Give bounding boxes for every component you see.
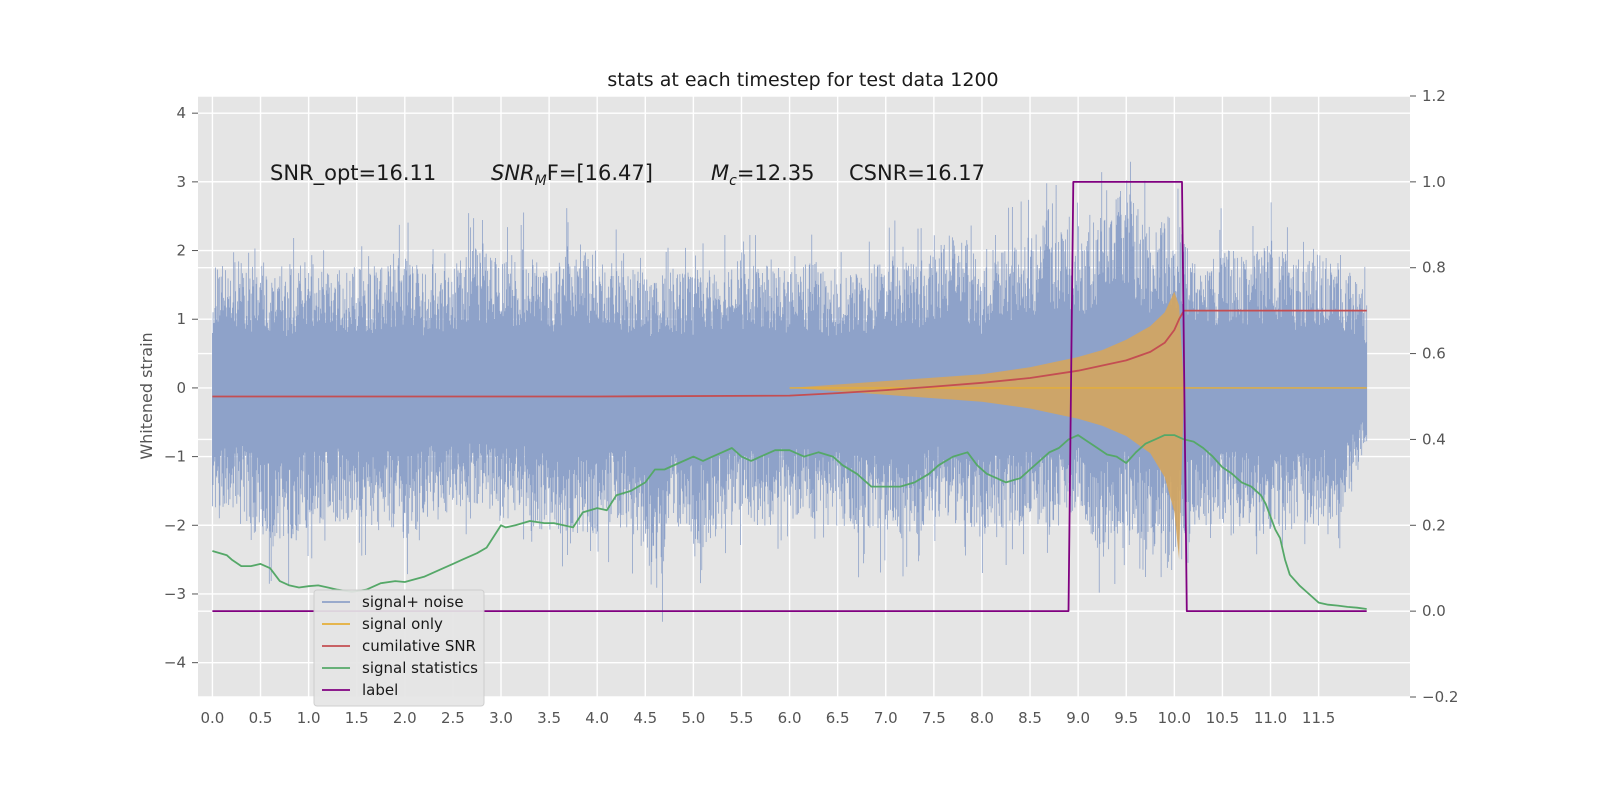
x-axis-ticks: 0.0 0.5 1.0 1.5 2.0 2.5 3.0 3.5 4.0 4.5 5.0 5.5 6.0 6… bbox=[200, 709, 1335, 727]
x-tick-label: 7.5 bbox=[922, 709, 946, 727]
x-tick-label: 11.0 bbox=[1254, 709, 1287, 727]
annotation-mc-sub: c bbox=[729, 173, 737, 189]
signal-only-fill bbox=[789, 291, 1367, 560]
x-tick-label: 4.0 bbox=[585, 709, 609, 727]
legend-label-cumilative-snr: cumilative SNR bbox=[362, 637, 476, 655]
y-axis-right-ticks: 1.2 1.0 0.8 0.6 0.4 0.2 0.0 −0.2 bbox=[1410, 87, 1458, 706]
y-left-tick-label: 3 bbox=[176, 173, 186, 191]
annotation-snr-mf: SNRMF=[16.47] bbox=[491, 161, 653, 189]
x-tick-label: 1.5 bbox=[345, 709, 369, 727]
legend-label-signal-noise: signal+ noise bbox=[362, 593, 464, 611]
annotation-snr-mf-main: SNR bbox=[491, 161, 535, 185]
annotation-csnr: CSNR=16.17 bbox=[849, 161, 985, 185]
x-tick-label: 2.0 bbox=[393, 709, 417, 727]
annotation-mc: Mc=12.35 bbox=[711, 161, 815, 189]
x-tick-label: 2.5 bbox=[441, 709, 465, 727]
series-lines bbox=[212, 181, 1367, 612]
x-tick-label: 0.0 bbox=[200, 709, 224, 727]
y-right-tick-label: 0.6 bbox=[1422, 345, 1446, 363]
x-tick-label: 9.5 bbox=[1114, 709, 1138, 727]
y-right-tick-label: 0.4 bbox=[1422, 430, 1446, 448]
x-tick-label: 7.0 bbox=[874, 709, 898, 727]
x-tick-label: 5.0 bbox=[681, 709, 705, 727]
legend-label-signal-statistics: signal statistics bbox=[362, 659, 478, 677]
y-right-tick-label: 0.0 bbox=[1422, 602, 1446, 620]
y-left-tick-label: −4 bbox=[164, 654, 186, 672]
x-tick-label: 11.5 bbox=[1302, 709, 1335, 727]
x-tick-label: 10.0 bbox=[1158, 709, 1191, 727]
y-left-tick-label: −2 bbox=[164, 516, 186, 534]
y-left-tick-label: 2 bbox=[176, 242, 186, 260]
x-tick-label: 8.0 bbox=[970, 709, 994, 727]
x-tick-label: 5.5 bbox=[730, 709, 754, 727]
y-left-tick-label: 4 bbox=[176, 104, 186, 122]
x-tick-label: 6.0 bbox=[778, 709, 802, 727]
x-tick-label: 6.5 bbox=[826, 709, 850, 727]
y-right-tick-label: 0.8 bbox=[1422, 259, 1446, 277]
x-tick-label: 8.5 bbox=[1018, 709, 1042, 727]
legend: signal+ noise signal only cumilative SNR… bbox=[313, 589, 485, 707]
annotation-snr-opt: SNR_opt=16.11 bbox=[270, 161, 436, 186]
y-axis-left-ticks: 4 3 2 1 0 −1 −2 −3 −4 bbox=[164, 104, 198, 672]
annotation-snr-mf-sub: M bbox=[535, 173, 547, 189]
legend-label-signal-only: signal only bbox=[362, 615, 443, 633]
legend-label-label: label bbox=[362, 681, 398, 699]
annotation-mc-rest: =12.35 bbox=[737, 161, 815, 185]
label-line bbox=[212, 181, 1367, 612]
x-tick-label: 3.5 bbox=[537, 709, 561, 727]
annotation-snr-mf-rest: F=[16.47] bbox=[547, 161, 653, 185]
x-tick-label: 3.0 bbox=[489, 709, 513, 727]
signal-statistics-line bbox=[212, 434, 1367, 610]
chart-title: stats at each timestep for test data 120… bbox=[607, 69, 998, 91]
y-left-tick-label: −1 bbox=[164, 448, 186, 466]
x-tick-label: 1.0 bbox=[297, 709, 321, 727]
y-right-tick-label: 0.2 bbox=[1422, 516, 1446, 534]
x-tick-label: 0.5 bbox=[249, 709, 273, 727]
y-left-tick-label: 0 bbox=[176, 379, 186, 397]
y-axis-left-label: Whitened strain bbox=[137, 332, 156, 459]
x-tick-label: 10.5 bbox=[1206, 709, 1239, 727]
y-right-tick-label: −0.2 bbox=[1422, 688, 1458, 706]
y-left-tick-label: 1 bbox=[176, 310, 186, 328]
cumilative-snr-line bbox=[212, 309, 1367, 398]
y-left-tick-label: −3 bbox=[164, 585, 186, 603]
x-tick-label: 4.5 bbox=[633, 709, 657, 727]
legend-box bbox=[313, 589, 485, 707]
y-right-tick-label: 1.0 bbox=[1422, 173, 1446, 191]
y-right-tick-label: 1.2 bbox=[1422, 87, 1446, 105]
annotation-mc-main: M bbox=[711, 161, 729, 185]
x-tick-label: 9.0 bbox=[1066, 709, 1090, 727]
